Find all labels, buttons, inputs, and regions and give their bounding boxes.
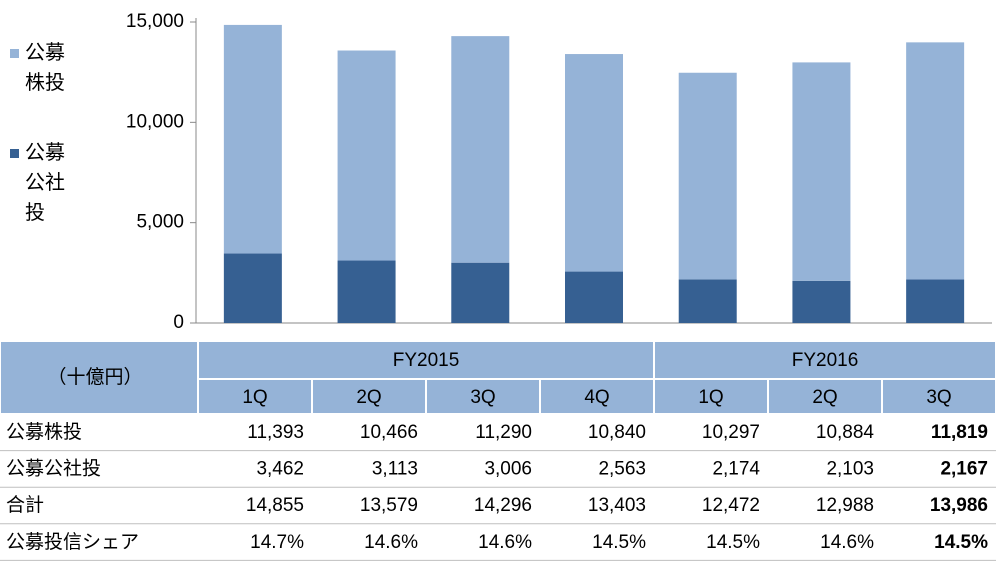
cell: 14.5%: [592, 532, 646, 553]
cell: 13,986: [930, 495, 988, 516]
cell: 14.6%: [478, 532, 532, 553]
legend-item: 公募公社投: [8, 138, 67, 228]
bar: [906, 42, 965, 280]
bar: [337, 260, 396, 323]
cell: 14,296: [474, 495, 532, 516]
column-label: 2Q: [812, 387, 837, 408]
y-tick-label: 10,000: [126, 111, 184, 132]
cell: 3,462: [256, 459, 304, 480]
cell: 3,006: [484, 459, 532, 480]
bar: [337, 50, 396, 261]
cell: 13,579: [360, 495, 418, 516]
bar: [565, 271, 623, 323]
cell: 14.6%: [820, 532, 874, 553]
cell: 14.7%: [250, 532, 304, 553]
cell: 2,103: [826, 459, 874, 480]
header-cell: [767, 378, 883, 415]
column-label: 1Q: [698, 387, 723, 408]
cell: 11,290: [475, 422, 532, 443]
group-label: FY2016: [792, 350, 859, 371]
column-label: 1Q: [242, 387, 267, 408]
cell: 10,840: [588, 422, 646, 443]
header-cell: [653, 378, 769, 415]
bar: [792, 62, 851, 281]
column-label: 3Q: [470, 387, 495, 408]
cell: 12,472: [702, 495, 760, 516]
cell: 11,393: [247, 422, 304, 443]
cell: 10,297: [702, 422, 760, 443]
cell: 10,884: [816, 422, 875, 443]
bar: [223, 24, 282, 254]
row-label: 合計: [6, 494, 44, 516]
table-unit: （十億円）: [47, 366, 142, 388]
y-tick-label: 15,000: [126, 11, 184, 32]
bar: [451, 262, 510, 323]
bar: [565, 54, 623, 272]
cell: 13,403: [588, 495, 646, 516]
cell: 11,819: [931, 422, 988, 443]
cell: 12,988: [816, 495, 874, 516]
y-tick-label: 5,000: [136, 212, 184, 233]
legend-item: 公募株投: [8, 38, 67, 98]
bar: [223, 253, 282, 323]
cell: 3,113: [372, 459, 418, 480]
row-label: 公募株投: [6, 421, 82, 443]
cell: 14.5%: [934, 532, 988, 553]
header-cell: [881, 378, 996, 415]
cell: 2,174: [712, 459, 760, 480]
cell: 14.6%: [364, 532, 418, 553]
cell: 2,167: [940, 459, 988, 480]
cell: 14,855: [246, 495, 304, 516]
column-label: 2Q: [356, 387, 381, 408]
header-cell: [0, 340, 199, 415]
legend-swatch: [10, 149, 19, 158]
column-label: 3Q: [926, 387, 951, 408]
cell: 2,563: [598, 459, 646, 480]
group-label: FY2015: [393, 350, 460, 371]
legend-label: 公募公社投: [25, 142, 65, 224]
bar: [792, 280, 851, 323]
bar: [906, 279, 965, 323]
legend-swatch: [10, 49, 19, 58]
bar: [451, 36, 510, 263]
row-label: 公募投信シェア: [6, 531, 139, 553]
cell: 14.5%: [706, 532, 760, 553]
row-label: 公募公社投: [6, 458, 101, 480]
bar: [678, 279, 737, 323]
cell: 10,466: [360, 422, 418, 443]
y-tick-label: 0: [173, 312, 184, 333]
column-label: 4Q: [584, 387, 609, 408]
legend-label: 公募株投: [25, 42, 65, 94]
bar: [678, 72, 737, 280]
